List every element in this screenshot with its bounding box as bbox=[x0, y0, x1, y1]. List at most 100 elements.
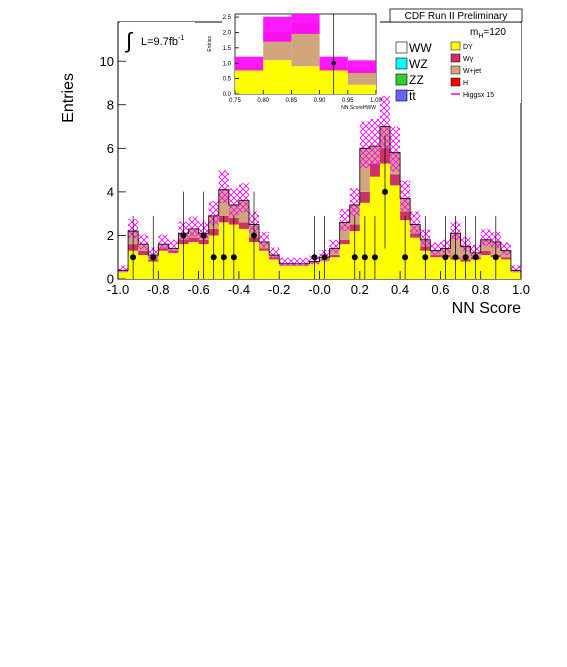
header-title: CDF Run II Preliminary bbox=[405, 11, 508, 22]
inset-axes: 0.75 0.80 0.85 0.90 0.95 1.00 0.0 0.5 1.0 1.5 2.0 2… bbox=[223, 15, 383, 104]
band-bin-26 bbox=[379, 95, 391, 150]
y-axis-title: Entries bbox=[60, 73, 77, 123]
legend-label-left-3: t̅t bbox=[407, 89, 417, 103]
y-tick-label-4: 8 bbox=[107, 97, 114, 112]
band-bin-18 bbox=[299, 257, 310, 267]
x-tick-label-0: -1.0 bbox=[107, 282, 129, 297]
main-axes: -1.0 -0.8 -0.6 -0.4 -0.2 -0.0 0.2 0.4 0.6 0.8 1.00… bbox=[100, 54, 531, 297]
legend-swatch-right-3 bbox=[450, 77, 461, 87]
data-point-7 bbox=[251, 232, 258, 239]
bar-w--27 bbox=[390, 174, 401, 186]
legend-swatch-left-2 bbox=[395, 73, 408, 86]
bar-dy-12 bbox=[238, 228, 249, 279]
integral-icon: ∫ bbox=[124, 28, 134, 53]
bar-dy-18 bbox=[299, 265, 310, 279]
data-point-3 bbox=[200, 232, 207, 239]
band-bin-2 bbox=[138, 234, 149, 250]
bar-dy-0 bbox=[118, 272, 129, 279]
x-tick-label-5: 1.00 bbox=[370, 98, 382, 104]
x-tick-label-2: 0.85 bbox=[286, 98, 298, 104]
data-point-10 bbox=[351, 254, 358, 261]
legend-swatch-right-1 bbox=[450, 53, 461, 63]
band-bin-0 bbox=[235, 56, 264, 71]
y-tick-label-1: 0.5 bbox=[223, 77, 232, 83]
band-bin-2 bbox=[291, 14, 320, 34]
bar-w-jet-24 bbox=[359, 148, 370, 192]
bar-w--14 bbox=[259, 248, 270, 251]
lumi-box bbox=[120, 22, 195, 60]
inset-uncertainty-band bbox=[235, 14, 376, 74]
data-point-14 bbox=[402, 254, 409, 261]
data-point-2 bbox=[180, 232, 187, 239]
x-tick-label-6: 0.2 bbox=[351, 282, 369, 297]
band-bin-7 bbox=[188, 216, 199, 237]
bar-dy-27 bbox=[390, 185, 401, 279]
band-bin-21 bbox=[329, 239, 340, 254]
bar-dy-2 bbox=[138, 255, 149, 279]
bar-w--36 bbox=[480, 250, 491, 256]
x-tick-label-9: 0.8 bbox=[472, 282, 490, 297]
band-bin-17 bbox=[289, 257, 300, 267]
bar-w--29 bbox=[410, 233, 421, 238]
bar-dy-7 bbox=[188, 241, 199, 279]
bar-dy-22 bbox=[339, 244, 350, 279]
y-tick-label-3: 1.5 bbox=[223, 46, 232, 52]
inset-data-points bbox=[331, 14, 336, 94]
mass-label: mH=120 bbox=[470, 27, 506, 40]
data-point-11 bbox=[361, 254, 368, 261]
bar-dy-21 bbox=[329, 257, 340, 279]
legend-swatch-right-0 bbox=[450, 41, 461, 51]
data-point-6 bbox=[230, 254, 237, 261]
data-point-12 bbox=[371, 254, 378, 261]
bar-dy-38 bbox=[500, 259, 511, 279]
y-tick-label-2: 1.0 bbox=[223, 61, 232, 67]
x-tick-label-8: 0.6 bbox=[431, 282, 449, 297]
bar-dy-17 bbox=[289, 265, 300, 279]
data-point-4 bbox=[210, 254, 217, 261]
band-bin-16 bbox=[279, 257, 290, 267]
band-bin-38 bbox=[500, 242, 511, 255]
band-bin-36 bbox=[480, 229, 491, 246]
data-point-19 bbox=[472, 254, 479, 261]
band-bin-14 bbox=[259, 232, 270, 248]
x-tick-label-10: 1.0 bbox=[512, 282, 530, 297]
bar-dy-31 bbox=[430, 257, 441, 279]
data-point-0 bbox=[130, 254, 137, 261]
band-bin-9 bbox=[208, 201, 219, 226]
band-bin-28 bbox=[400, 180, 411, 211]
legend-box bbox=[392, 23, 521, 103]
x-tick-label-2: -0.6 bbox=[187, 282, 209, 297]
band-bin-11 bbox=[228, 188, 239, 217]
legend-label-right-4: Higgsx 15 bbox=[463, 92, 494, 99]
bar-w--38 bbox=[500, 257, 511, 260]
data-point-20 bbox=[492, 254, 499, 261]
band-bin-24 bbox=[359, 121, 370, 168]
x-tick-label-3: 0.90 bbox=[314, 98, 326, 104]
data-point-13 bbox=[381, 188, 388, 195]
band-bin-22 bbox=[339, 208, 350, 231]
band-bin-31 bbox=[430, 242, 441, 255]
y-tick-label-3: 6 bbox=[107, 141, 114, 156]
inset-y-axis-title: Entries bbox=[207, 36, 213, 52]
bar-w--31 bbox=[430, 255, 441, 258]
legend-label-right-3: H bbox=[463, 80, 468, 87]
bar-dy-4 bbox=[158, 250, 169, 279]
band-bin-0 bbox=[118, 265, 129, 272]
band-bin-15 bbox=[269, 247, 280, 259]
x-tick-label-4: 0.95 bbox=[342, 98, 354, 104]
data-point-9 bbox=[321, 254, 328, 261]
legend-label-left-0: WW bbox=[409, 41, 432, 55]
bar-w-jet-4 bbox=[347, 69, 376, 85]
bar-w--12 bbox=[238, 222, 249, 229]
data-point-18 bbox=[462, 254, 469, 261]
bar-dy-16 bbox=[279, 265, 290, 279]
bar-dy-15 bbox=[269, 259, 280, 279]
x-tick-label-1: -0.8 bbox=[147, 282, 169, 297]
x-tick-label-1: 0.80 bbox=[257, 98, 269, 104]
band-bin-12 bbox=[238, 183, 249, 213]
inset-x-axis-title: NN ScoreHWW bbox=[341, 105, 376, 111]
bar-dy-14 bbox=[259, 250, 270, 279]
data-point-8 bbox=[311, 254, 318, 261]
bar-w-jet-22 bbox=[339, 222, 350, 240]
